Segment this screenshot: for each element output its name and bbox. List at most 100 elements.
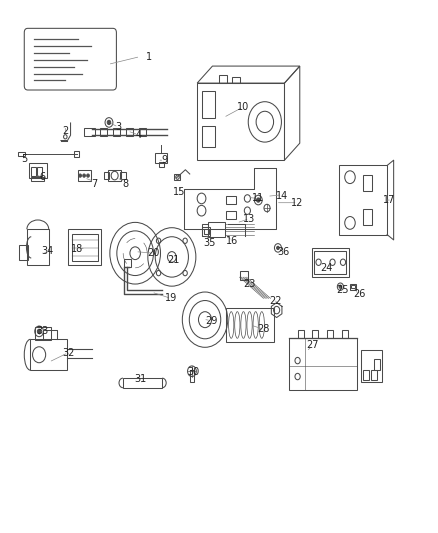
- Text: 3: 3: [116, 122, 122, 132]
- Bar: [104, 172, 109, 179]
- Bar: [68, 229, 101, 265]
- Bar: [363, 369, 369, 380]
- Bar: [159, 163, 164, 166]
- Bar: [240, 271, 248, 280]
- Text: 22: 22: [269, 296, 282, 306]
- Bar: [226, 196, 237, 204]
- Circle shape: [107, 120, 111, 125]
- Bar: [124, 259, 131, 266]
- Bar: [289, 338, 357, 390]
- Bar: [226, 211, 237, 219]
- Bar: [78, 169, 91, 181]
- Bar: [35, 327, 51, 340]
- Bar: [219, 75, 227, 83]
- Bar: [72, 233, 98, 261]
- Bar: [314, 251, 346, 274]
- Text: 14: 14: [276, 191, 289, 201]
- Text: 24: 24: [320, 263, 332, 272]
- Text: 11: 11: [252, 193, 265, 204]
- Bar: [18, 152, 25, 156]
- Circle shape: [257, 198, 260, 202]
- Circle shape: [87, 174, 89, 177]
- Bar: [30, 340, 67, 370]
- Bar: [350, 284, 356, 290]
- Circle shape: [79, 174, 81, 177]
- Bar: [361, 350, 382, 382]
- Text: 23: 23: [244, 279, 256, 288]
- Bar: [197, 83, 285, 160]
- Bar: [226, 308, 274, 342]
- Bar: [108, 169, 121, 181]
- Text: 4: 4: [135, 130, 141, 140]
- Text: 34: 34: [42, 246, 54, 255]
- Bar: [327, 330, 333, 338]
- Bar: [339, 165, 387, 235]
- Text: 10: 10: [237, 102, 249, 112]
- Text: 18: 18: [71, 245, 83, 254]
- Text: 2: 2: [62, 126, 68, 136]
- Text: 35: 35: [203, 238, 215, 247]
- Bar: [155, 153, 167, 164]
- Bar: [139, 128, 146, 136]
- Text: 21: 21: [167, 255, 179, 265]
- Bar: [204, 229, 209, 234]
- Bar: [126, 128, 133, 136]
- Text: 27: 27: [307, 340, 319, 350]
- Bar: [113, 128, 120, 136]
- Bar: [201, 91, 215, 118]
- Text: 13: 13: [244, 214, 256, 224]
- Text: 5: 5: [21, 154, 27, 164]
- Text: 7: 7: [91, 179, 97, 189]
- Text: 9: 9: [161, 155, 167, 165]
- Circle shape: [339, 285, 342, 288]
- Bar: [208, 222, 225, 237]
- Text: 26: 26: [353, 289, 366, 299]
- Text: 15: 15: [173, 187, 185, 197]
- Text: 29: 29: [205, 316, 217, 326]
- Bar: [190, 370, 194, 382]
- Circle shape: [277, 246, 279, 249]
- Circle shape: [37, 329, 41, 334]
- Bar: [74, 151, 79, 157]
- Bar: [19, 245, 28, 260]
- Bar: [363, 175, 372, 191]
- Text: 6: 6: [39, 172, 45, 182]
- Bar: [31, 177, 44, 181]
- Bar: [363, 209, 372, 225]
- Text: 33: 33: [36, 326, 48, 336]
- Text: 19: 19: [165, 293, 177, 303]
- Bar: [374, 359, 380, 369]
- Bar: [351, 285, 355, 288]
- Bar: [202, 227, 210, 236]
- Bar: [120, 172, 126, 179]
- Bar: [298, 330, 304, 338]
- Bar: [29, 163, 46, 177]
- Circle shape: [83, 174, 85, 177]
- Bar: [201, 126, 215, 147]
- Bar: [37, 166, 42, 176]
- Bar: [84, 128, 95, 136]
- Text: 28: 28: [258, 324, 270, 334]
- Bar: [342, 330, 348, 338]
- Bar: [31, 166, 35, 176]
- Bar: [371, 369, 377, 380]
- Text: 12: 12: [291, 198, 304, 208]
- Text: 17: 17: [383, 195, 396, 205]
- Text: 20: 20: [147, 248, 160, 258]
- Text: 30: 30: [187, 367, 200, 377]
- Bar: [174, 174, 180, 180]
- Text: 25: 25: [336, 286, 348, 295]
- Text: 32: 32: [62, 348, 74, 358]
- Text: 8: 8: [122, 179, 128, 189]
- Bar: [123, 378, 162, 387]
- Text: 36: 36: [278, 247, 290, 256]
- Bar: [27, 229, 49, 265]
- Bar: [312, 330, 318, 338]
- Bar: [232, 77, 240, 83]
- Text: 1: 1: [146, 52, 152, 61]
- Bar: [311, 248, 349, 277]
- Text: 16: 16: [226, 236, 238, 246]
- Bar: [100, 128, 107, 136]
- Bar: [201, 224, 208, 236]
- Text: 31: 31: [134, 374, 147, 384]
